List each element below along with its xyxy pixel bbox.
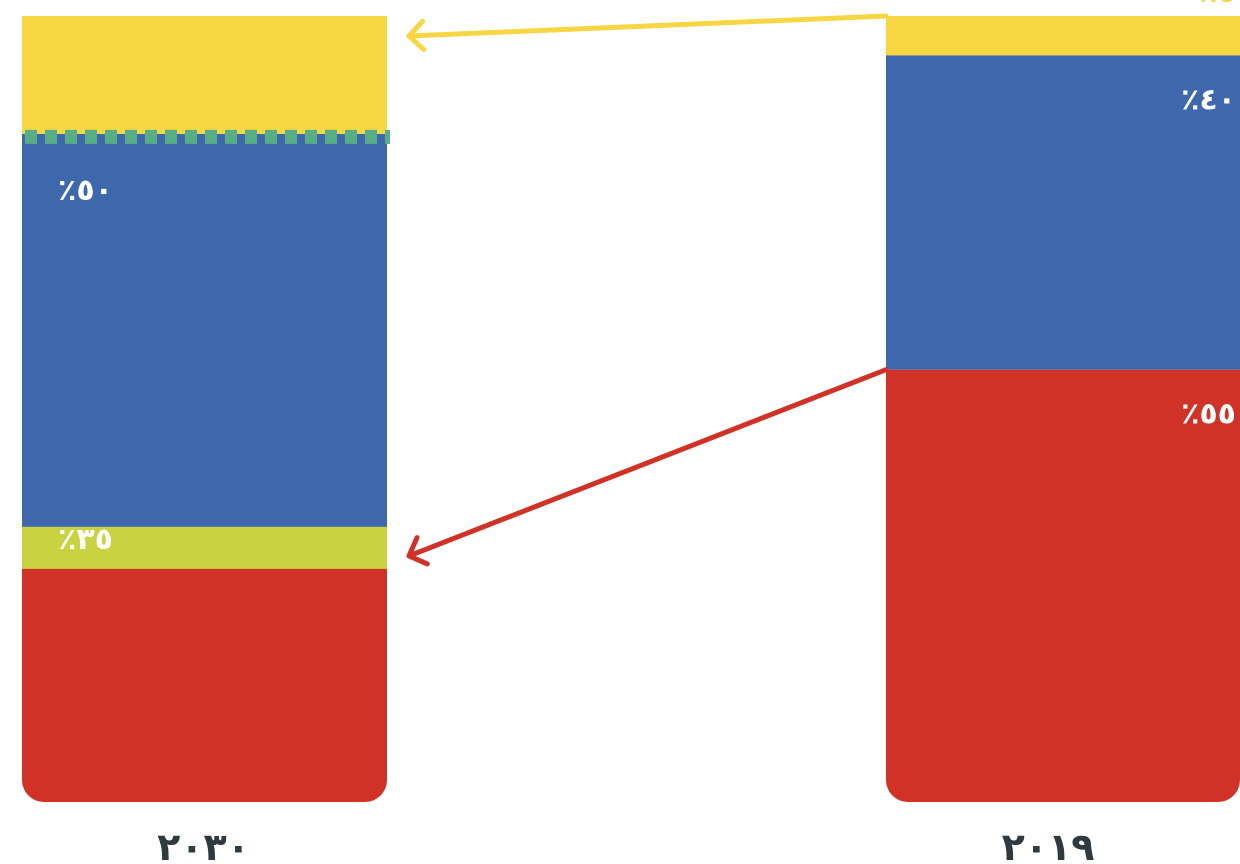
- labels-layer: ٪٣٥ ٪٥٠ ٪١٥ ٪٥٥ ٪٤٠ ٪٥ ٢٠٣٠ ٢٠١٩: [58, 0, 1236, 864]
- arrows-layer: [406, 13, 889, 567]
- bar-accent-dash: [385, 129, 390, 144]
- arrow-head: [406, 535, 430, 567]
- bar-accent-dash: [185, 129, 197, 144]
- bar-accent-dash: [265, 129, 277, 144]
- arrow-line: [406, 13, 889, 39]
- bar-accent-dash: [245, 129, 257, 144]
- bar-accent-dash: [85, 129, 97, 144]
- bar-accent-dash: [205, 129, 217, 144]
- bars-layer: [22, 16, 1240, 802]
- bar-accent-dash: [65, 129, 77, 144]
- segment-label: ٪٥٠: [58, 173, 113, 208]
- segment-label: ٪٣٥: [58, 522, 113, 557]
- bar-accent-dash: [45, 129, 57, 144]
- bar-segment: [886, 55, 1240, 370]
- arrow-head: [406, 18, 427, 53]
- bar-segment: [886, 369, 1240, 802]
- segment-label: ٪١٥: [58, 55, 113, 90]
- bar-accent-dash: [145, 129, 157, 144]
- bar-segment: [22, 133, 387, 527]
- bar-accent-dash: [125, 129, 137, 144]
- segment-label: ٪٥٥: [1181, 397, 1236, 432]
- bar-group-1: [886, 16, 1240, 802]
- bar-accent-dash: [345, 129, 357, 144]
- bar-segment-top-square: [22, 16, 387, 40]
- bar-accent-dash: [225, 129, 237, 144]
- bar-accent-dash: [285, 129, 297, 144]
- category-label: ٢٠٣٠: [157, 825, 250, 864]
- segment-label: ٪٤٠: [1181, 82, 1236, 117]
- bar-accent-dash: [305, 129, 317, 144]
- arrow-line: [406, 367, 889, 559]
- segment-label: ٪٥: [1199, 0, 1236, 10]
- bar-segment: [22, 526, 387, 802]
- bar-accent-dash: [25, 129, 37, 144]
- bar-segment-top-square: [886, 16, 1240, 40]
- bar-group-0: [22, 16, 387, 802]
- bar-accent-dash: [325, 129, 337, 144]
- bar-accent-dash: [105, 129, 117, 144]
- bar-accent-dash: [365, 129, 377, 144]
- category-label: ٢٠١٩: [1002, 825, 1095, 864]
- bar-accent-band: [22, 526, 387, 569]
- bar-accent-dash: [165, 129, 177, 144]
